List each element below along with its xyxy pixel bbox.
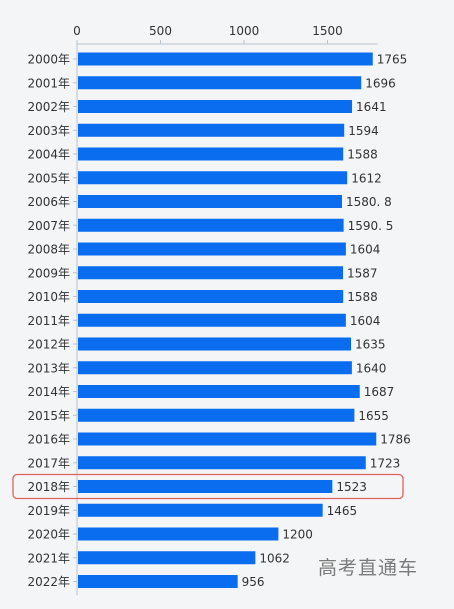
bar: [78, 123, 345, 137]
value-label: 1465: [327, 504, 358, 518]
value-label: 1588: [347, 148, 378, 162]
bar: [78, 313, 346, 327]
category-label: 2021年: [27, 551, 70, 565]
category-label: 2004年: [27, 148, 70, 162]
value-label: 1635: [355, 338, 386, 352]
bar: [78, 290, 344, 303]
bar: [78, 385, 360, 398]
category-label: 2014年: [27, 385, 70, 399]
category-label: 2022年: [27, 575, 70, 589]
bar: [78, 456, 366, 470]
value-label: 1765: [377, 53, 408, 67]
value-label: 1641: [356, 100, 387, 114]
category-label: 2000年: [27, 53, 70, 67]
bar: [78, 527, 279, 541]
value-label: 1640: [356, 361, 387, 375]
category-label: 2011年: [27, 314, 70, 328]
bar: [78, 147, 344, 161]
value-label: 1580. 8: [346, 195, 392, 209]
bar: [78, 100, 353, 113]
category-label: 2010年: [27, 290, 70, 304]
category-label: 2002年: [27, 100, 70, 114]
value-label: 1604: [350, 314, 381, 328]
bar: [78, 171, 348, 185]
category-label: 2007年: [27, 219, 70, 233]
bar: [78, 480, 333, 493]
value-label: 1587: [347, 266, 378, 280]
category-label: 2013年: [27, 361, 70, 375]
bar: [78, 242, 346, 256]
bar: [78, 503, 323, 517]
value-label: 1200: [282, 528, 313, 542]
bar: [78, 218, 344, 232]
highlight-box: [12, 473, 404, 500]
category-label: 2016年: [27, 433, 70, 447]
value-label: 1687: [364, 385, 395, 399]
category-label: 2018年: [27, 480, 70, 494]
category-label: 2003年: [27, 124, 70, 138]
bar: [78, 551, 256, 565]
value-label: 1590. 5: [348, 219, 394, 233]
watermark-text: 高考直通车: [318, 557, 419, 579]
value-label: 1588: [347, 290, 378, 304]
category-label: 2012年: [27, 338, 70, 352]
category-label: 2006年: [27, 195, 70, 209]
category-label: 2017年: [27, 456, 70, 470]
bar: [78, 575, 238, 588]
bar: [78, 266, 344, 280]
x-tick-label: 500: [149, 24, 172, 38]
bar: [78, 52, 373, 66]
category-label: 2020年: [27, 528, 70, 542]
value-label: 1612: [351, 171, 382, 185]
value-label: 1696: [365, 76, 396, 90]
x-tick-label: 0: [73, 24, 81, 38]
value-label: 1786: [380, 433, 411, 447]
x-tick-label: 1500: [312, 24, 343, 38]
category-label: 2005年: [27, 171, 70, 185]
value-label: 1604: [350, 243, 381, 257]
category-label: 2019年: [27, 504, 70, 518]
value-label: 1655: [358, 409, 389, 423]
value-label: 1594: [348, 124, 379, 138]
bar: [78, 408, 355, 422]
category-label: 2009年: [27, 266, 70, 280]
x-tick-label: 1000: [229, 24, 260, 38]
category-label: 2015年: [27, 409, 70, 423]
value-label: 1723: [370, 456, 401, 470]
value-label: 1062: [259, 551, 290, 565]
bar: [78, 432, 377, 446]
category-label: 2008年: [27, 243, 70, 257]
bar: [78, 76, 362, 90]
category-label: 2001年: [27, 76, 70, 90]
value-label: 956: [242, 575, 265, 589]
bar: [78, 361, 352, 375]
value-label: 1523: [336, 480, 367, 494]
bar: [78, 195, 342, 208]
bar: [78, 337, 352, 351]
